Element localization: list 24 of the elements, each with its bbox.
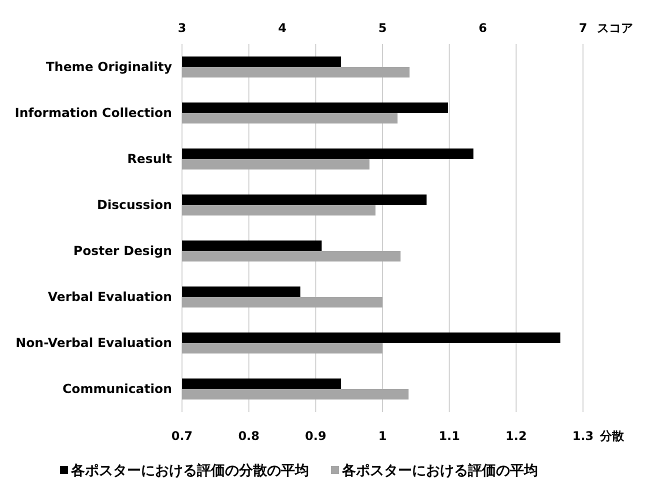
x-tick-label: 1	[378, 429, 387, 443]
y-tick-label: Communication	[62, 381, 172, 396]
x-tick-label: 0.7	[171, 429, 193, 443]
y-tick-label: Result	[127, 151, 172, 166]
y-tick-label: Discussion	[96, 197, 172, 212]
x2-tick-label: 4	[278, 21, 286, 35]
y-tick-label: Poster Design	[73, 243, 172, 258]
x2-tick-label: 7	[578, 21, 588, 35]
x-tick-label: 1.3	[572, 429, 594, 443]
x2-axis-title: スコア	[597, 21, 633, 35]
x-tick-label: 1.1	[438, 429, 460, 443]
y-tick-label: Non-Verbal Evaluation	[16, 335, 172, 350]
x-tick-label: 1.2	[506, 429, 527, 443]
legend-label: 各ポスターにおける評価の分散の平均	[70, 462, 309, 479]
x2-tick-label: 6	[478, 21, 487, 35]
x2-tick-label: 3	[178, 21, 186, 35]
y-tick-label: Theme Originality	[46, 59, 172, 74]
y-tick-label: Verbal Evaluation	[48, 289, 172, 304]
x2-tick-label: 5	[378, 21, 387, 35]
legend-label: 各ポスターにおける評価の平均	[341, 462, 538, 479]
x-axis-title: 分散	[599, 429, 625, 443]
x-tick-label: 0.8	[238, 429, 260, 443]
x-tick-label: 0.9	[305, 429, 326, 443]
y-tick-label: Information Collection	[14, 105, 172, 120]
